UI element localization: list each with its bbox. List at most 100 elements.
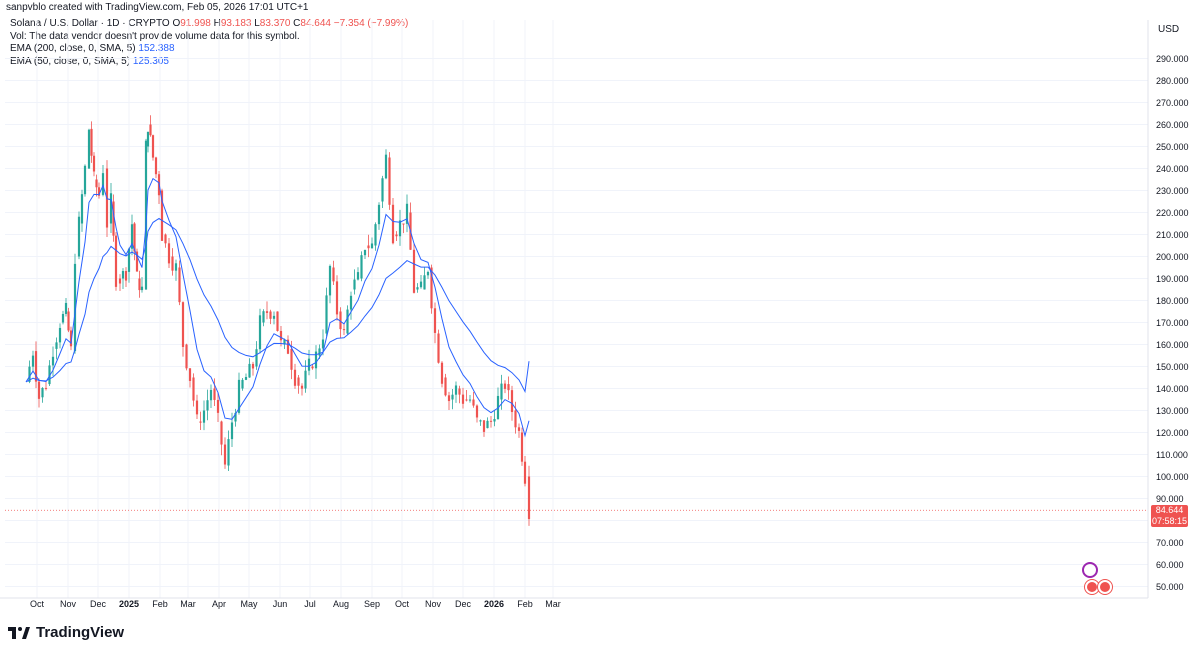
candle-body — [64, 302, 68, 314]
high-label: H — [213, 18, 221, 29]
candle-body — [262, 311, 265, 323]
time-tick-label: Feb — [152, 599, 168, 609]
candle-body — [127, 248, 131, 272]
candle-body — [114, 235, 118, 287]
candle-body — [353, 279, 356, 290]
ema50-row[interactable]: EMA (50, close, 0, SMA, 5) 125.305 — [10, 56, 408, 69]
candle-body — [356, 272, 360, 280]
candle-body — [67, 311, 70, 331]
price-tick-label: 240.000 — [1156, 164, 1189, 174]
candle-body — [258, 315, 262, 350]
candle-body — [181, 302, 185, 347]
candle-body — [209, 389, 213, 401]
candle-body — [178, 267, 181, 303]
tradingview-logo[interactable]: TradingView — [8, 624, 124, 641]
candle-body — [255, 349, 258, 367]
candle-body — [118, 278, 122, 284]
candle-body — [251, 363, 255, 369]
candle-body — [527, 476, 531, 520]
time-tick-label: Oct — [30, 599, 45, 609]
price-tick-label: 50.000 — [1156, 582, 1184, 592]
candle-body — [402, 223, 405, 225]
price-tick-label: 90.000 — [1156, 494, 1184, 504]
candle-body — [297, 377, 300, 386]
symbol-row[interactable]: Solana / U.S. Dollar · 1D · CRYPTO O91.9… — [10, 18, 408, 31]
ema200-line — [25, 217, 530, 394]
candle-body — [174, 263, 178, 271]
candle-body — [500, 383, 503, 400]
volume-note: Vol: The data vendor doesn't provide vol… — [10, 30, 300, 42]
ema-lines — [25, 177, 530, 438]
candle-body — [213, 388, 216, 400]
time-tick-label: 2026 — [484, 599, 504, 609]
time-tick-label: Sep — [364, 599, 380, 609]
candle-body — [388, 157, 391, 205]
candle-body — [44, 387, 48, 389]
tradingview-logo-icon — [8, 626, 30, 639]
time-tick-label: Mar — [180, 599, 196, 609]
currency-label[interactable]: USD — [1158, 24, 1180, 35]
open-value: 91.998 — [180, 18, 211, 29]
candle-body — [423, 275, 426, 290]
candle-body — [192, 377, 195, 401]
ema200-row[interactable]: EMA (200, close, 0, SMA, 5) 152.388 — [10, 43, 408, 56]
close-label: C — [293, 18, 301, 29]
event-icon[interactable] — [1098, 580, 1112, 594]
time-tick-label: Feb — [517, 599, 533, 609]
dividend-icon[interactable] — [1085, 580, 1099, 594]
ema50-value: 125.305 — [132, 55, 169, 67]
candle-body — [290, 348, 293, 370]
price-tick-label: 250.000 — [1156, 142, 1189, 152]
price-tick-label: 180.000 — [1156, 296, 1189, 306]
candle-body — [311, 366, 314, 369]
candle-body — [426, 271, 430, 276]
price-tick-label: 160.000 — [1156, 340, 1189, 350]
candle-body — [101, 173, 105, 195]
price-tick-label: 220.000 — [1156, 208, 1189, 218]
candle-body — [475, 405, 479, 418]
candle-body — [454, 385, 458, 395]
candle-body — [41, 387, 44, 398]
candle-body — [248, 363, 251, 378]
candle-body — [440, 362, 444, 384]
candle-body — [265, 311, 269, 313]
candle-body — [419, 281, 423, 288]
candle-body — [514, 410, 517, 428]
time-tick-label: Dec — [90, 599, 107, 609]
candle-body — [220, 421, 223, 445]
candle-body — [367, 245, 370, 249]
price-tick-label: 60.000 — [1156, 560, 1184, 570]
candle-body — [279, 330, 283, 341]
price-tick-label: 170.000 — [1156, 318, 1189, 328]
candle-body — [51, 356, 55, 366]
time-tick-label: Dec — [455, 599, 472, 609]
time-tick-label: 2025 — [119, 599, 139, 609]
candle-body — [482, 420, 486, 432]
candle-body — [234, 412, 237, 422]
candle-body — [451, 394, 454, 400]
lightning-icon[interactable] — [1082, 562, 1098, 578]
low-label: L — [254, 18, 260, 29]
price-tick-label: 110.000 — [1156, 450, 1188, 460]
candle-body — [146, 131, 150, 147]
candle-body — [416, 287, 419, 290]
candle-body — [461, 394, 465, 404]
candle-body — [185, 344, 188, 369]
candle-body — [307, 358, 311, 371]
price-tick-label: 70.000 — [1156, 538, 1184, 548]
candle-body — [195, 400, 199, 415]
candle-body — [276, 311, 279, 331]
candle-body — [140, 286, 144, 291]
ema200-value: 152.388 — [138, 43, 175, 54]
candle-body — [300, 385, 304, 389]
candle-body — [444, 377, 447, 396]
candle-body — [405, 203, 409, 224]
price-tick-label: 230.000 — [1156, 186, 1189, 196]
candles — [28, 115, 531, 526]
candle-body — [328, 265, 332, 296]
candle-body — [244, 377, 248, 380]
created-by-text: sanpvblo created with TradingView.com, F… — [6, 2, 309, 13]
candle-body — [121, 271, 125, 279]
candle-body — [92, 155, 96, 172]
